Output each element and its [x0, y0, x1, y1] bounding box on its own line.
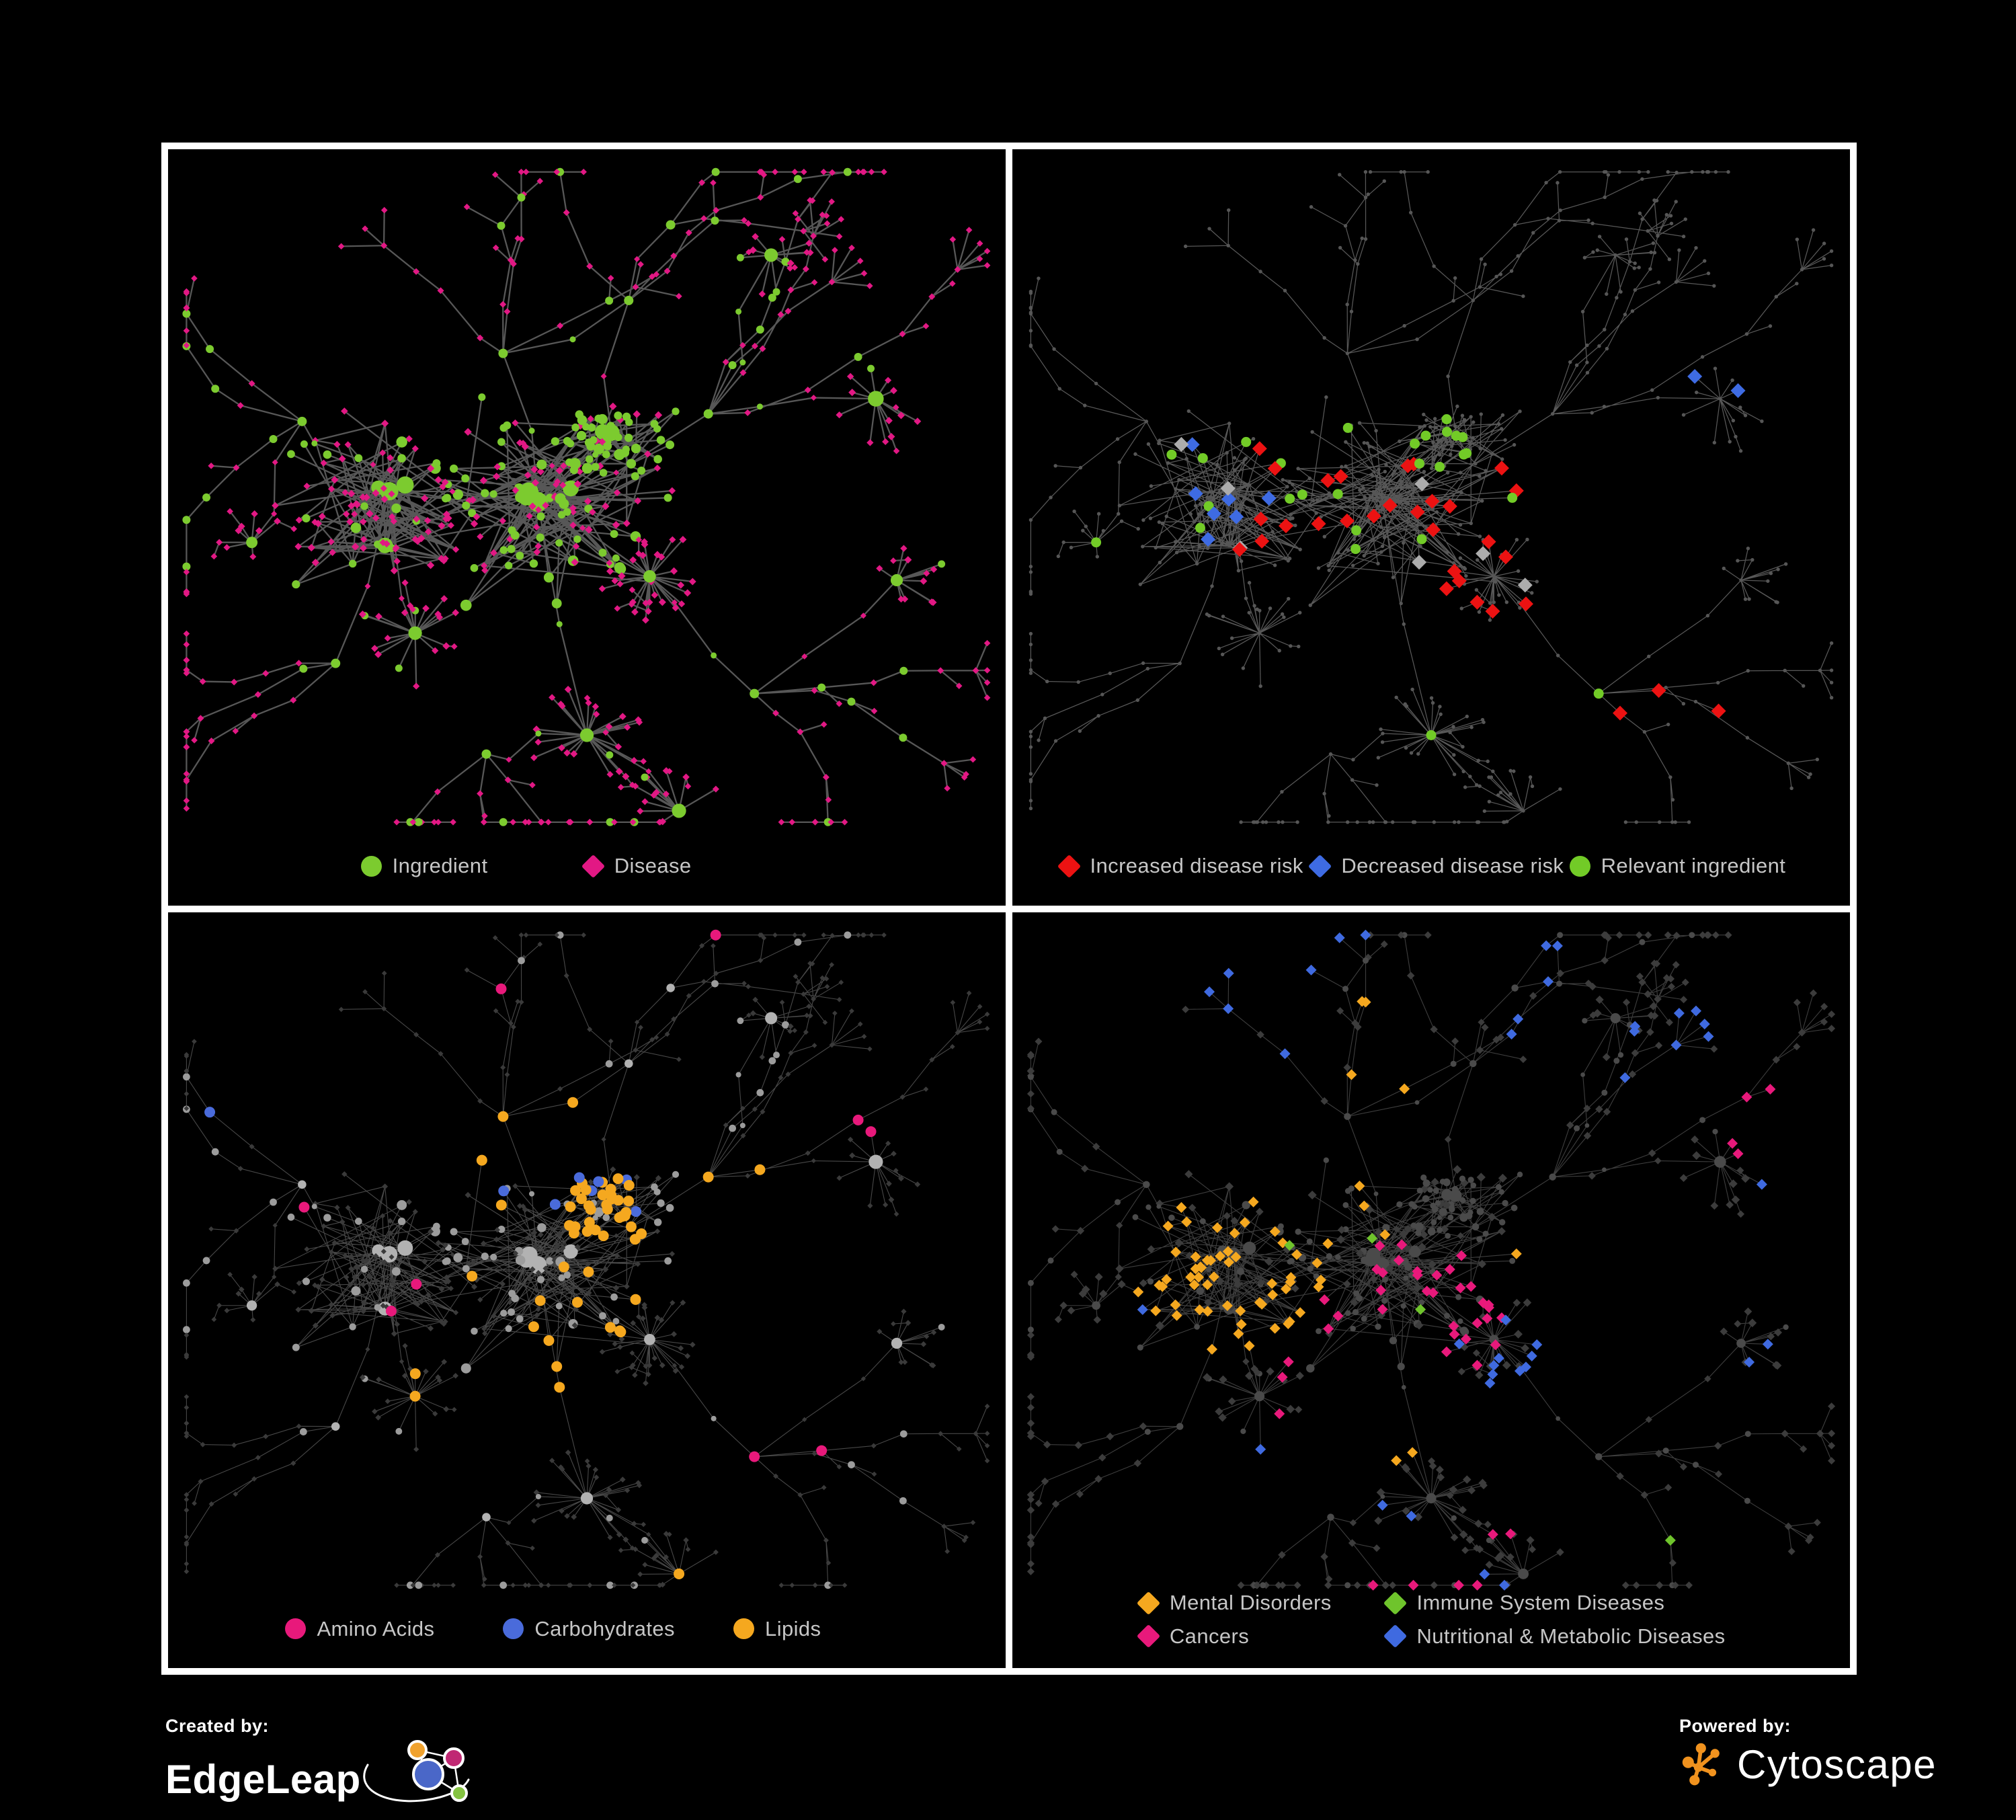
powered-by-label: Powered by: — [1679, 1716, 1791, 1736]
edgeleap-wordmark: EdgeLeap — [165, 1757, 361, 1802]
panel-disease-risk: Increased disease risk Decreased disease … — [1012, 149, 1850, 906]
created-by-label: Created by: — [165, 1716, 270, 1736]
created-by-block: Created by: EdgeLeap — [165, 1716, 482, 1820]
panel-disease-categories: Mental Disorders Immune System Diseases Ca… — [1012, 912, 1850, 1668]
panel-macronutrients: Amino Acids Carbohydrates Lipids — [168, 912, 1006, 1668]
cytoscape-logo-icon — [1682, 1743, 1720, 1786]
powered-by-block: Powered by: Cytoscape — [1679, 1716, 1937, 1790]
network-graph-ingredient-disease — [182, 167, 991, 826]
panel-ingredient-disease: Ingredient Disease — [168, 149, 1006, 906]
network-graph-macronutrients — [183, 929, 990, 1589]
network-panels-grid: Ingredient Disease Increased disease risk… — [161, 143, 1857, 1675]
cytoscape-wordmark: Cytoscape — [1737, 1742, 1937, 1787]
edgeleap-logo-icon — [362, 1740, 470, 1803]
network-graph-disease-risk — [1029, 170, 1834, 824]
network-graph-disease-categories — [1026, 929, 1836, 1591]
